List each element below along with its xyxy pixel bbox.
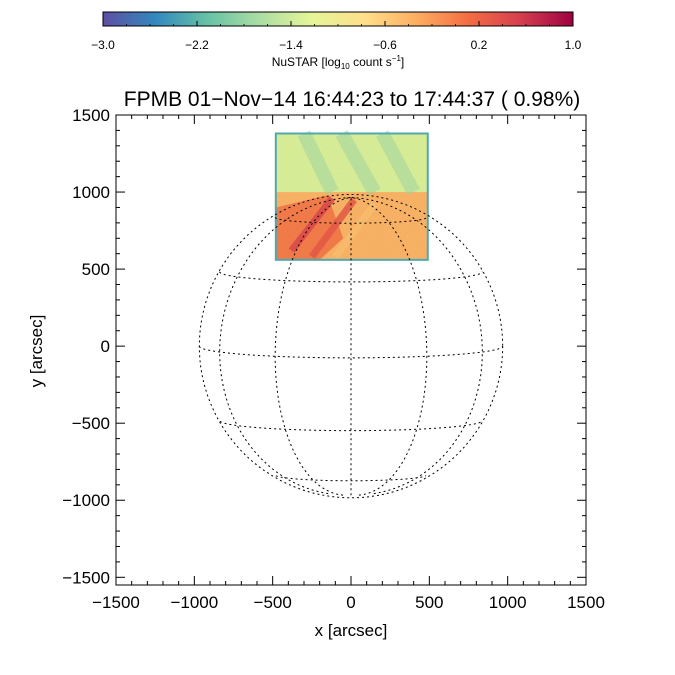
latitude-line <box>219 271 483 283</box>
chart-title: FPMB 01−Nov−14 16:44:23 to 17:44:37 ( 0.… <box>124 88 580 111</box>
colorbar-tick-label: 1.0 <box>565 38 582 52</box>
y-tick-label: 500 <box>82 260 110 279</box>
x-tick-label: 500 <box>415 593 443 612</box>
image-edge <box>274 132 429 261</box>
upper-panel-streak <box>376 130 420 196</box>
solar-disk-grid <box>198 193 504 499</box>
colorbar-tick-label: −1.4 <box>279 38 303 52</box>
x-tick-label: −500 <box>254 593 292 612</box>
latitude-line <box>275 475 427 482</box>
y-tick-label: −1000 <box>62 491 110 510</box>
y-tick-label: 1000 <box>72 183 110 202</box>
y-tick-label: −1500 <box>62 568 110 587</box>
nustar-image <box>274 130 429 261</box>
longitude-line <box>219 196 352 495</box>
solar-limb <box>198 193 504 499</box>
upper-panel-streak <box>335 130 381 196</box>
longitude-line <box>350 196 483 495</box>
x-tick-label: 1500 <box>567 593 605 612</box>
colorbar: −3.0 −2.2 −1.4 −0.6 0.2 1.0 NuSTAR [log10 cou… <box>91 11 582 71</box>
x-tick-label: −1500 <box>92 593 140 612</box>
colorbar-ticks: −3.0 −2.2 −1.4 −0.6 0.2 1.0 <box>91 21 582 52</box>
y-tick-label: −500 <box>72 414 110 433</box>
y-tick-label: 0 <box>101 337 110 356</box>
emission-streak <box>309 197 357 259</box>
plot-area <box>116 115 586 585</box>
colorbar-label: NuSTAR [log10 count s−1] <box>272 54 405 71</box>
latitude-line <box>198 346 504 359</box>
colorbar-tick-label: 0.2 <box>471 38 488 52</box>
colorbar-tick-label: −3.0 <box>91 38 115 52</box>
x-axis: −1500 −1000 −500 0 500 1000 1500 <box>92 115 605 612</box>
latitude-line <box>219 420 483 432</box>
colorbar-gradient <box>102 11 574 27</box>
y-tick-label: 1500 <box>72 106 110 125</box>
y-axis-label: y [arcsec] <box>27 315 46 388</box>
x-tick-label: 1000 <box>489 593 527 612</box>
latitude-line <box>274 217 428 224</box>
colorbar-tick-label: −2.2 <box>185 38 209 52</box>
colorbar-tick-label: −0.6 <box>373 38 397 52</box>
y-axis: −1500 −1000 −500 0 500 1000 1500 <box>62 106 586 587</box>
nustar-image-body <box>275 130 428 260</box>
x-tick-label: −1000 <box>170 593 218 612</box>
x-tick-label: 0 <box>346 593 355 612</box>
emission-streak <box>332 202 378 259</box>
upper-panel-streak <box>297 130 339 196</box>
x-axis-label: x [arcsec] <box>315 621 388 640</box>
